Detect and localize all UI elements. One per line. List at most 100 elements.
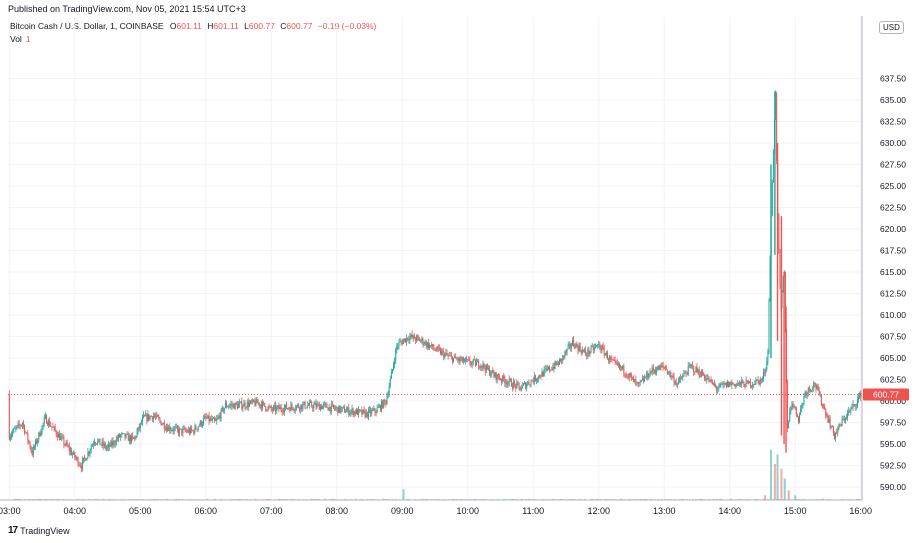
candle-body <box>207 415 209 419</box>
candle-body <box>650 371 652 373</box>
volume-bar <box>267 498 269 500</box>
candle-body <box>401 341 403 344</box>
candle-body <box>460 359 462 361</box>
candle-body <box>332 404 334 408</box>
candle-body <box>497 374 499 378</box>
candle-body <box>821 404 823 406</box>
candle-body <box>375 411 377 413</box>
candle-body <box>508 378 510 383</box>
volume-bar <box>716 498 718 500</box>
candle-body <box>55 430 57 435</box>
time-axis[interactable]: 03:00 04:00 05:00 06:00 07:00 08:00 09:00 10:00… <box>0 506 872 516</box>
candle-body <box>527 382 529 385</box>
candle-body <box>44 415 46 419</box>
candle-body <box>38 432 40 440</box>
tradingview-footer[interactable]: 17 TradingView <box>8 525 70 536</box>
candle-body <box>501 379 503 382</box>
brand-name: TradingView <box>20 525 70 536</box>
candle-body <box>384 399 386 402</box>
candle-body <box>100 444 102 446</box>
volume-bar <box>291 498 293 500</box>
candle-body <box>446 352 448 356</box>
candle-body <box>614 360 616 361</box>
candle-body <box>856 398 858 406</box>
symbol-title[interactable]: Bitcoin Cash / U.S. Dollar, 1, COINBASE <box>10 21 164 31</box>
candle-body <box>658 366 660 370</box>
candle-body <box>314 403 316 405</box>
candle-body <box>719 383 721 388</box>
volume-bar <box>740 498 742 500</box>
candle-body <box>171 430 173 431</box>
candle-body <box>343 407 345 413</box>
candle-body <box>567 345 569 349</box>
candle-body <box>396 346 398 350</box>
volume-bar <box>628 498 630 500</box>
volume-label[interactable]: Vol <box>10 34 22 44</box>
candle-body <box>179 428 181 434</box>
candle-body <box>662 365 664 367</box>
volume-bar <box>528 498 530 500</box>
candle-body <box>227 406 229 408</box>
candle-body <box>417 336 419 338</box>
candle-body <box>849 411 851 412</box>
price-axis[interactable]: 590.00 592.50 595.00 597.50 600.00 602.50 605.… <box>880 74 906 493</box>
candle-body <box>479 367 481 369</box>
volume-bar <box>241 498 243 500</box>
candle-body <box>809 389 811 391</box>
candle-body <box>424 341 426 345</box>
volume-bar <box>674 498 676 500</box>
candle-body <box>20 424 22 426</box>
candle-body <box>815 385 817 389</box>
candle-body <box>342 407 344 408</box>
candle-body <box>570 345 572 348</box>
candle-body <box>294 408 296 411</box>
candle-body <box>313 404 315 409</box>
candle-body <box>457 359 459 361</box>
volume-bar <box>254 498 256 500</box>
candle-body <box>582 349 584 352</box>
candle-body <box>666 369 668 374</box>
volume-bar <box>483 498 485 500</box>
candle-body <box>316 404 318 408</box>
candle-body <box>348 407 350 415</box>
candle-body <box>238 404 240 409</box>
volume-bar <box>700 498 702 500</box>
volume-bar <box>181 498 183 500</box>
candle-body <box>287 408 289 409</box>
candle-body <box>600 348 602 351</box>
currency-button[interactable]: USD <box>879 21 904 34</box>
candle-body <box>646 372 648 378</box>
volume-bar <box>63 498 65 500</box>
candle-body <box>153 415 155 417</box>
candle-body <box>521 385 523 389</box>
candle-body <box>466 358 468 360</box>
volume-bar <box>823 498 825 500</box>
candle-body <box>502 375 504 382</box>
candle-body <box>218 415 220 418</box>
candle-body <box>41 425 43 434</box>
candle-body <box>203 418 205 424</box>
candle-body <box>603 348 605 356</box>
candle-body <box>594 346 596 348</box>
volume-bar <box>521 498 523 500</box>
candle-body <box>222 407 224 412</box>
candle-body <box>429 345 431 348</box>
candle-body <box>652 367 654 371</box>
candle-body <box>120 434 122 438</box>
candle-body <box>305 407 307 409</box>
candle-body <box>654 370 656 373</box>
candle-body <box>713 383 715 386</box>
price-tick-label: 615.00 <box>880 267 906 277</box>
volume-bar <box>207 498 209 500</box>
candle-body <box>835 432 837 439</box>
candle-body <box>13 428 15 432</box>
candle-body <box>264 403 266 407</box>
candle-body <box>386 396 388 404</box>
series-legend: Bitcoin Cash / U.S. Dollar, 1, COINBASE … <box>10 21 376 31</box>
candle-body <box>281 409 283 412</box>
volume-bar <box>152 498 154 500</box>
volume-bar <box>279 498 281 500</box>
candle-body <box>124 433 126 438</box>
candle-body <box>211 418 213 421</box>
